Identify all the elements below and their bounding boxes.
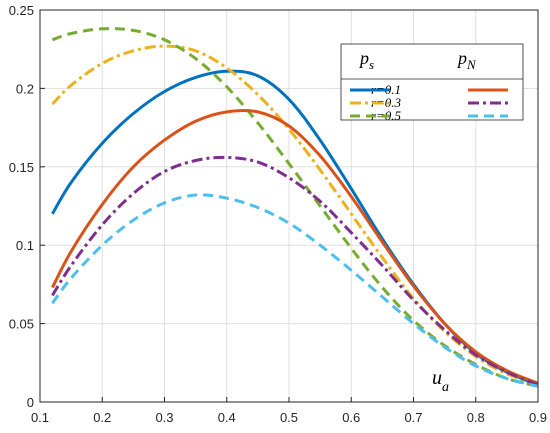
x-tick-label: 0.9 [529,410,547,425]
x-tick-label: 0.4 [218,410,236,425]
series-line-pN-r=0.1 [51,108,539,385]
y-tick-labels: 0 0.05 0.1 0.15 0.2 0.25 [9,3,34,410]
series-line-ps-r=0.5 [51,27,539,388]
legend-label: r=0.3 [371,95,402,110]
legend-header-pn: pN [456,48,477,72]
x-tick-label: 0.8 [467,410,485,425]
series-group [51,27,539,388]
x-tick-label: 0.7 [404,410,422,425]
x-tick-label: 0.1 [31,410,49,425]
y-tick-label: 0 [27,395,34,410]
y-tick-label: 0.05 [9,317,34,332]
plot-frame [39,9,539,403]
y-tick-label: 0.25 [9,3,34,18]
x-tick-label: 0.5 [280,410,298,425]
legend-rows: r=0.1r=0.3r=0.5 [350,82,508,123]
x-axis-label-subscript: a [442,380,449,395]
legend: ps pN r=0.1r=0.3r=0.5 [340,43,524,123]
x-tick-label: 0.3 [155,410,173,425]
legend-box [340,43,524,121]
series-line-pN-r=0.5 [51,193,539,388]
x-tick-labels: 0.1 0.2 0.3 0.4 0.5 0.6 0.7 0.8 0.9 [31,410,547,425]
y-tick-label: 0.1 [16,238,34,253]
legend-header-ps: ps [358,48,374,72]
x-tick-label: 0.2 [93,410,111,425]
x-axis-label: ua [432,367,449,395]
y-tick-label: 0.2 [16,81,34,96]
y-tick-label: 0.15 [9,160,34,175]
series-line-pN-r=0.3 [51,155,539,387]
x-tick-label: 0.6 [342,410,360,425]
